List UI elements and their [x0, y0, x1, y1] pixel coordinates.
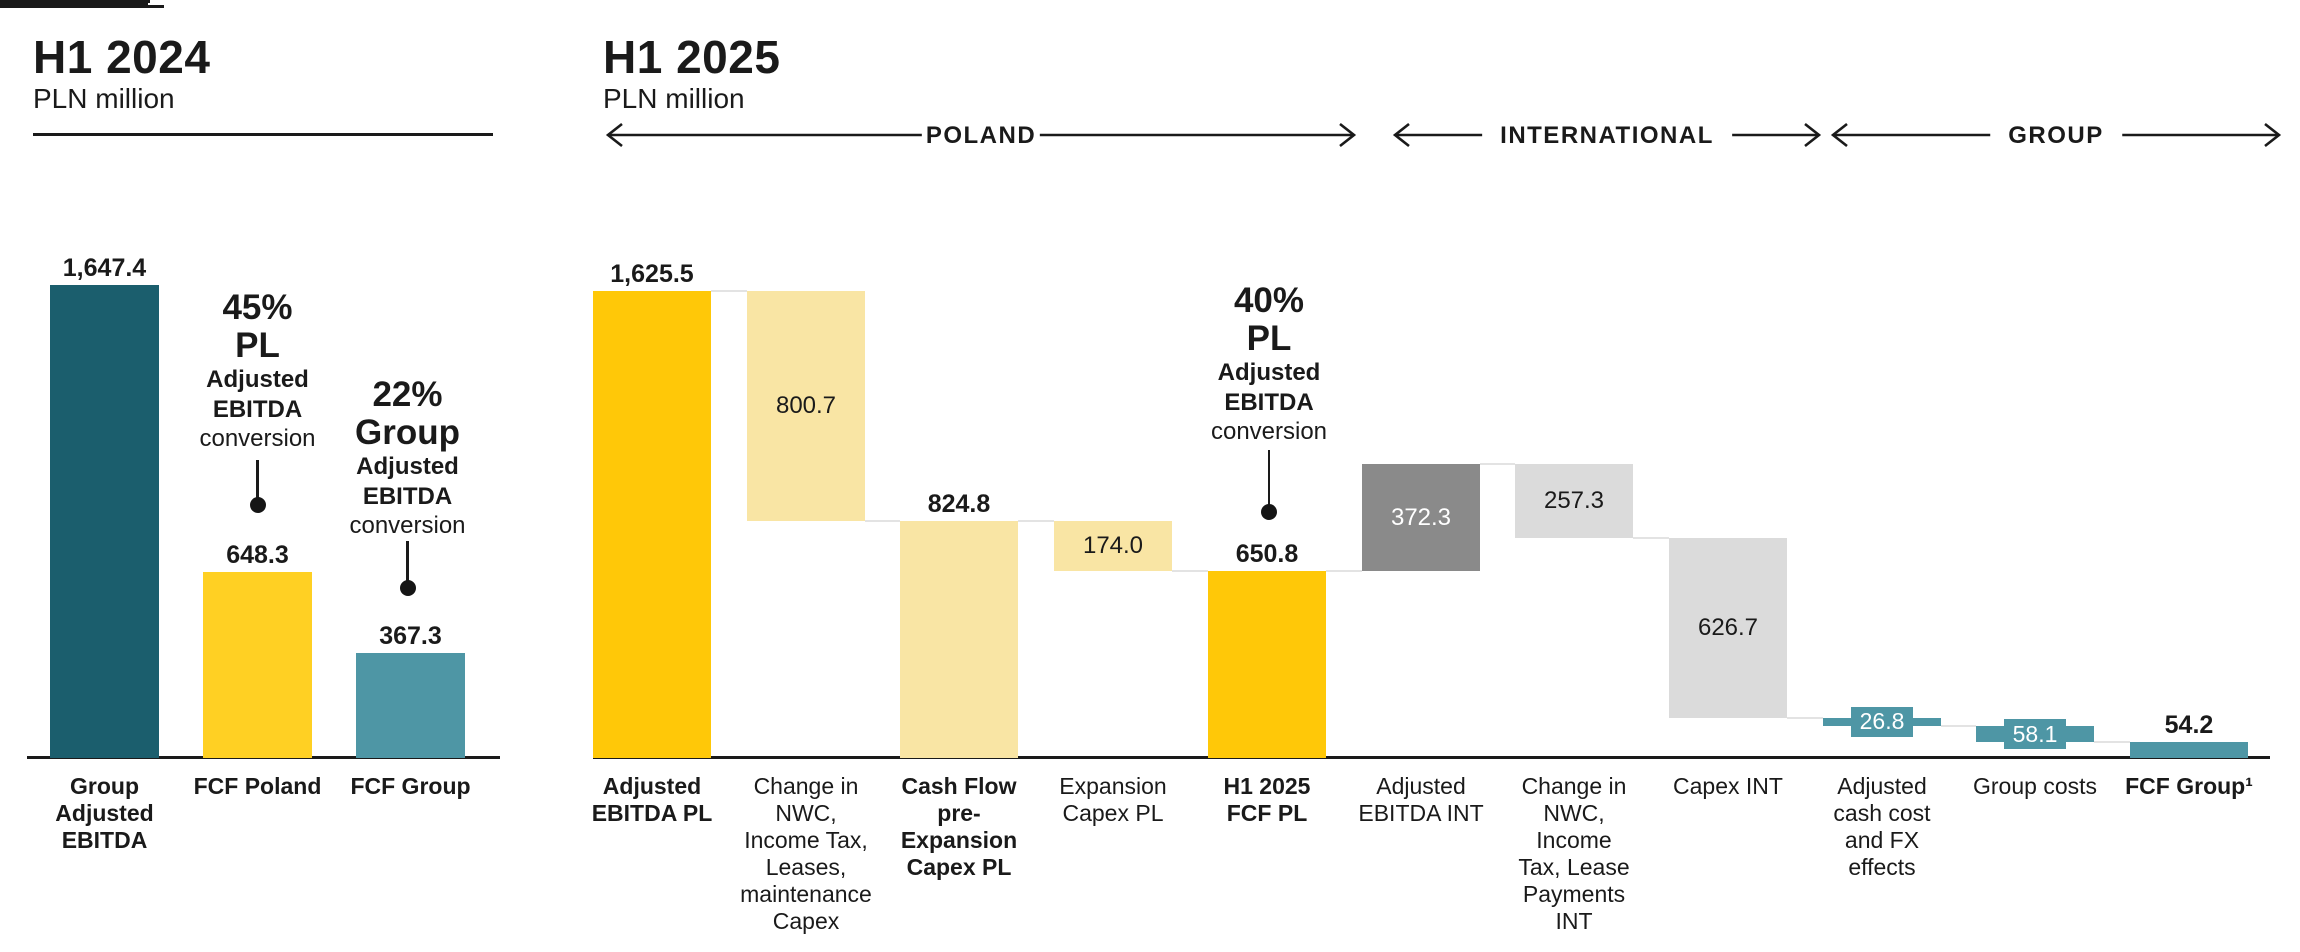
category-label-adjusted-ebitda-int: Adjusted EBITDA INT: [1358, 773, 1484, 826]
connector: [2094, 741, 2130, 744]
connector: [1787, 717, 1823, 720]
connector: [1941, 724, 1976, 727]
annotation-fcf-poland-pointer-dot: [249, 497, 266, 513]
value-label-adjusted-ebitda-int: 372.3: [1390, 503, 1452, 531]
annotation-h1-2025-fcf-pl-mid-text: Adjusted EBITDA: [1217, 359, 1321, 416]
bar-adjusted-ebitda-pl: [593, 291, 711, 758]
bar-group-adjusted-ebitda: [50, 285, 159, 758]
right-chart-subtitle: PLN million: [603, 83, 745, 114]
category-label-fcf-poland: FCF Poland: [193, 773, 322, 799]
connector: [1018, 520, 1054, 523]
value-label-fcf-poland: 648.3: [226, 540, 289, 569]
value-label-change-in-nwc-income-tax-lease-payments-int: 257.3: [1543, 487, 1605, 515]
right-chart-title: H1 2025: [603, 31, 781, 83]
annotation-h1-2025-fcf-pl-underline: [0, 5, 164, 8]
connector: [711, 290, 747, 293]
annotation-fcf-poland-big-text: 45% PL: [222, 288, 293, 365]
annotation-fcf-group-big-text: 22% Group: [355, 375, 460, 452]
value-label-adjusted-cash-cost-and-fx-effects: 26.8: [1851, 706, 1913, 737]
value-label-h1-2025-fcf-pl: 650.8: [1235, 540, 1299, 569]
category-label-change-in-nwc-income-tax-leases-maintenance-capex: Change in NWC, Income Tax, Leases, maint…: [740, 773, 872, 934]
annotation-fcf-poland-underline: [0, 0, 150, 3]
left-chart-subtitle: PLN million: [33, 83, 175, 114]
bar-capex-int: [1669, 538, 1787, 719]
connector: [1633, 537, 1669, 540]
bar-change-in-nwc-income-tax-leases-maintenance-capex: [747, 291, 865, 522]
section-label-poland: POLAND: [921, 122, 1041, 150]
value-label-group-costs: 58.1: [2004, 719, 2066, 750]
value-label-fcf-group: 54.2: [2164, 711, 2214, 740]
category-label-adjusted-cash-cost-and-fx-effects: Adjusted cash cost and FX effects: [1833, 773, 1931, 880]
value-label-capex-int: 626.7: [1697, 614, 1759, 642]
category-label-capex-int: Capex INT: [1673, 773, 1783, 799]
value-label-change-in-nwc-income-tax-leases-maintenance-capex: 800.7: [775, 392, 837, 420]
bar-cash-flow-pre-expansion-capex-pl: [900, 521, 1018, 758]
category-label-expansion-capex-pl: Expansion Capex PL: [1059, 773, 1167, 826]
annotation-h1-2025-fcf-pl-small-text: conversion: [1210, 418, 1328, 445]
left-chart-title: H1 2024: [33, 31, 211, 83]
connector: [865, 520, 900, 523]
annotation-fcf-poland: 45% PL Adjusted EBITDA conversion: [158, 289, 358, 453]
annotation-fcf-group: 22% Group Adjusted EBITDA conversion: [309, 376, 507, 540]
value-label-group-adjusted-ebitda: 1,647.4: [62, 254, 147, 283]
section-label-group: GROUP: [1990, 122, 2122, 150]
value-label-cash-flow-pre-expansion-capex-pl: 824.8: [927, 490, 991, 519]
annotation-fcf-group-pointer-line: [406, 541, 409, 588]
connector: [1172, 570, 1208, 573]
category-label-group-adjusted-ebitda: Group Adjusted EBITDA: [55, 773, 154, 853]
left-header-rule: [33, 133, 493, 136]
bar-fcf-group: [356, 652, 465, 758]
category-label-cash-flow-pre-expansion-capex-pl: Cash Flow pre- Expansion Capex PL: [900, 773, 1018, 880]
category-label-fcf-group: FCF Group: [350, 773, 471, 799]
category-label-fcf-group: FCF Group¹: [2125, 773, 2253, 799]
section-label-international: INTERNATIONAL: [1482, 122, 1732, 150]
value-label-fcf-group: 367.3: [379, 621, 442, 650]
connector: [1326, 570, 1362, 573]
value-label-expansion-capex-pl: 174.0: [1082, 532, 1144, 560]
category-label-h1-2025-fcf-pl: H1 2025 FCF PL: [1223, 773, 1311, 826]
bar-fcf-poland: [203, 571, 312, 758]
annotation-fcf-poland-mid-text: Adjusted EBITDA: [206, 366, 309, 423]
annotation-h1-2025-fcf-pl-big-text: 40% PL: [1233, 281, 1305, 358]
connector: [1480, 463, 1515, 466]
annotation-fcf-poland-pointer-line: [256, 460, 259, 505]
annotation-fcf-group-pointer-dot: [399, 580, 416, 596]
bar-expansion-capex-pl: [1054, 521, 1172, 572]
annotation-h1-2025-fcf-pl: 40% PL Adjusted EBITDA conversion: [1162, 282, 1376, 446]
annotation-h1-2025-fcf-pl-pointer-dot: [1261, 504, 1277, 520]
category-label-change-in-nwc-income-tax-lease-payments-int: Change in NWC, Income Tax, Lease Payment…: [1518, 773, 1630, 934]
bar-adjusted-ebitda-int: [1362, 464, 1480, 572]
category-label-group-costs: Group costs: [1973, 773, 2097, 799]
bar-fcf-group: [2130, 742, 2248, 758]
right-chart-axis: [593, 756, 2270, 759]
annotation-fcf-group-underline: [0, 2, 148, 5]
annotation-h1-2025-fcf-pl-pointer-line: [1267, 450, 1271, 512]
annotation-fcf-group-mid-text: Adjusted EBITDA: [356, 453, 459, 510]
category-label-adjusted-ebitda-pl: Adjusted EBITDA PL: [591, 773, 713, 826]
annotation-fcf-group-small-text: conversion: [349, 512, 466, 539]
bar-h1-2025-fcf-pl: [1208, 571, 1326, 758]
value-label-adjusted-ebitda-pl: 1,625.5: [610, 260, 694, 289]
annotation-fcf-poland-small-text: conversion: [199, 425, 316, 452]
bar-change-in-nwc-income-tax-lease-payments-int: [1515, 464, 1633, 539]
